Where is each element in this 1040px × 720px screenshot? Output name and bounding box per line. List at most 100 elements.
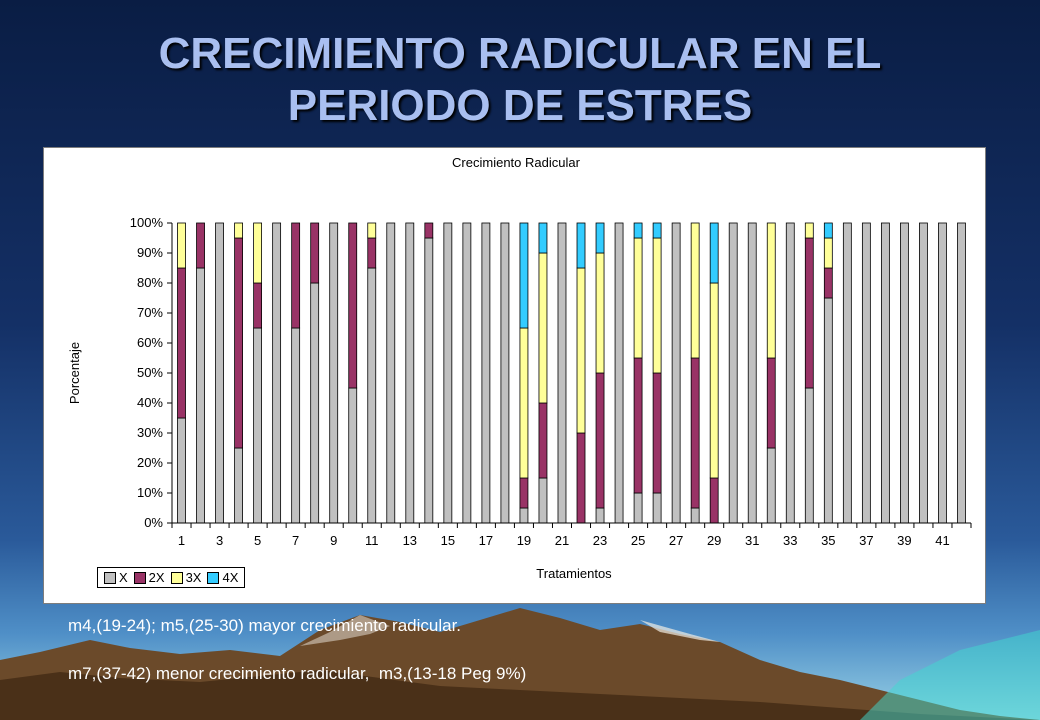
bar-segment-x-39 bbox=[900, 222, 909, 524]
caption-line-1: m4,(19-24); m5,(25-30) mayor crecimiento… bbox=[68, 616, 462, 635]
bar-segment-x-42 bbox=[957, 222, 966, 524]
bar-segment-3x-22 bbox=[576, 267, 586, 434]
bar-segment-x-37 bbox=[861, 222, 871, 524]
bar-segment-x-26 bbox=[652, 492, 662, 524]
y-tick-label: 70% bbox=[137, 305, 163, 320]
bar-segment-2x-19 bbox=[519, 477, 529, 509]
bar-segment-x-20 bbox=[538, 477, 548, 524]
x-axis-label: Tratamientos bbox=[536, 566, 612, 581]
bar-segment-2x-28 bbox=[690, 357, 700, 509]
bar-segment-3x-19 bbox=[519, 327, 529, 479]
x-tick-label: 17 bbox=[479, 533, 493, 548]
legend-label-2x: 2X bbox=[148, 570, 165, 585]
y-tick-label: 20% bbox=[137, 455, 163, 470]
bar-segment-2x-1 bbox=[177, 267, 186, 419]
bar-segment-4x-29 bbox=[709, 222, 719, 284]
bar-segment-x-4 bbox=[234, 447, 243, 524]
bar-segment-2x-11 bbox=[367, 237, 377, 269]
bar-segment-x-8 bbox=[310, 282, 320, 524]
x-tick-label: 29 bbox=[707, 533, 721, 548]
legend-item-3x: 3X bbox=[170, 570, 202, 585]
y-tick-label: 60% bbox=[137, 335, 163, 350]
bar-segment-2x-14 bbox=[424, 222, 434, 239]
x-tick-label: 21 bbox=[555, 533, 569, 548]
x-tick-label: 23 bbox=[593, 533, 607, 548]
legend-label-x: X bbox=[119, 570, 128, 585]
x-tick-label: 13 bbox=[403, 533, 417, 548]
bar-segment-2x-23 bbox=[595, 372, 605, 509]
bar-segment-3x-25 bbox=[633, 237, 643, 359]
legend-swatch-3x bbox=[170, 571, 183, 584]
bar-segment-2x-7 bbox=[291, 222, 301, 329]
mountain-landscape bbox=[0, 608, 1040, 720]
bar-segment-3x-28 bbox=[690, 222, 700, 359]
bar-segment-x-34 bbox=[804, 387, 814, 524]
bar-segment-2x-29 bbox=[709, 477, 719, 524]
y-tick-label: 40% bbox=[137, 395, 163, 410]
bar-segment-x-6 bbox=[272, 222, 282, 524]
bar-segment-2x-5 bbox=[253, 282, 263, 329]
bar-segment-3x-11 bbox=[367, 222, 377, 239]
legend-swatch-x bbox=[104, 571, 116, 584]
title-line-2: PERIODO DE ESTRES bbox=[287, 81, 753, 130]
bar-segment-x-35 bbox=[823, 297, 833, 524]
bar-segment-2x-32 bbox=[766, 357, 776, 449]
bar-segment-x-23 bbox=[595, 507, 605, 524]
bar-segment-4x-35 bbox=[823, 222, 833, 239]
slide-title: CRECIMIENTO RADICULAR EN EL PERIODO DE E… bbox=[0, 28, 1040, 132]
bar-segment-3x-29 bbox=[709, 282, 719, 479]
x-tick-label: 39 bbox=[897, 533, 911, 548]
x-tick-label: 15 bbox=[441, 533, 455, 548]
bar-segment-2x-34 bbox=[804, 237, 814, 389]
bar-segment-2x-26 bbox=[652, 372, 662, 494]
bar-segment-x-10 bbox=[348, 387, 358, 524]
x-tick-label: 35 bbox=[821, 533, 835, 548]
x-tick-label: 37 bbox=[859, 533, 873, 548]
bar-segment-x-17 bbox=[481, 222, 491, 524]
bar-segment-x-31 bbox=[747, 222, 757, 524]
y-axis-ticks: 0% 10% 20% 30% 40% 50% 60% 70% 80% 90% 100% bbox=[130, 215, 172, 530]
y-tick-label: 50% bbox=[137, 365, 163, 380]
bar-segment-x-25 bbox=[633, 492, 643, 524]
bar-segment-x-27 bbox=[671, 222, 681, 524]
x-tick-label: 5 bbox=[254, 533, 261, 548]
x-axis-ticks: 1 3 5 7 9 11 13 15 17 19 21 23 25 27 29 31 33 35 37 39 41 bbox=[171, 523, 972, 548]
legend-label-3x: 3X bbox=[185, 570, 202, 585]
bar-segment-x-16 bbox=[462, 222, 472, 524]
bar-segment-x-40 bbox=[919, 222, 928, 524]
y-tick-label: 80% bbox=[137, 275, 163, 290]
bar-segment-2x-8 bbox=[310, 222, 320, 284]
x-tick-label: 27 bbox=[669, 533, 683, 548]
bar-segment-4x-19 bbox=[519, 222, 529, 329]
bar-segment-x-21 bbox=[557, 222, 567, 524]
x-tick-label: 11 bbox=[365, 533, 379, 548]
chart-area: Crecimiento Radicular Porcentaje Tratami… bbox=[43, 147, 986, 604]
bars-group bbox=[177, 222, 966, 524]
x-tick-label: 19 bbox=[517, 533, 531, 548]
y-tick-label: 100% bbox=[130, 215, 164, 230]
bar-segment-x-24 bbox=[614, 222, 624, 524]
legend-item-4x: 4X bbox=[207, 570, 238, 585]
y-tick-label: 10% bbox=[137, 485, 163, 500]
bar-segment-4x-20 bbox=[538, 222, 548, 254]
bar-segment-2x-35 bbox=[823, 267, 833, 299]
bar-segment-x-5 bbox=[253, 327, 263, 524]
bar-segment-4x-22 bbox=[576, 222, 586, 269]
x-tick-label: 33 bbox=[783, 533, 797, 548]
bar-segment-x-9 bbox=[329, 222, 339, 524]
bar-segment-3x-20 bbox=[538, 252, 548, 404]
x-tick-label: 1 bbox=[178, 533, 185, 548]
bar-segment-3x-4 bbox=[234, 222, 243, 239]
legend-item-2x: 2X bbox=[133, 570, 165, 585]
bar-segment-x-30 bbox=[728, 222, 738, 524]
bar-segment-2x-10 bbox=[348, 222, 358, 389]
bar-segment-4x-25 bbox=[633, 222, 643, 239]
bar-segment-x-3 bbox=[215, 222, 224, 524]
bar-segment-4x-26 bbox=[652, 222, 662, 239]
bar-segment-x-38 bbox=[880, 222, 890, 524]
bar-segment-x-13 bbox=[405, 222, 415, 524]
stacked-bar-chart: Crecimiento Radicular Porcentaje Tratami… bbox=[67, 155, 972, 581]
bar-segment-2x-4 bbox=[234, 237, 243, 449]
x-tick-label: 25 bbox=[631, 533, 645, 548]
x-tick-label: 9 bbox=[330, 533, 337, 548]
